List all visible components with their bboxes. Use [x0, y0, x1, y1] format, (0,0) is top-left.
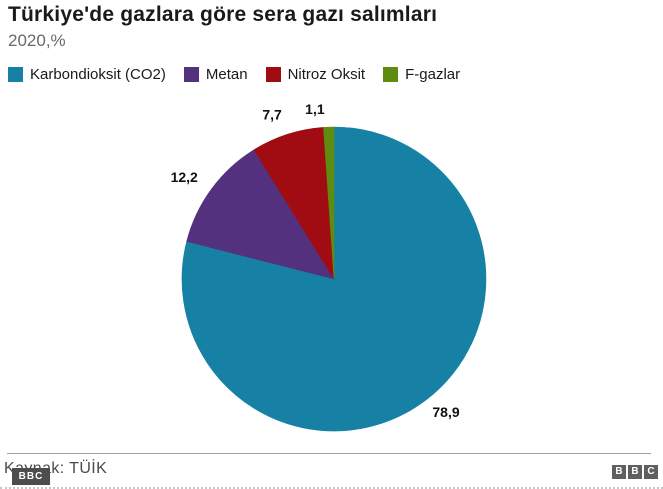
bbc-watermark: BBC: [12, 468, 50, 485]
slice-value-label-nitroz-oksit: 7,7: [262, 107, 282, 123]
bbc-logo-letter: B: [628, 465, 642, 479]
pie-slice-f-gazlar: [323, 126, 335, 280]
legend-item-nitroz-oksit: Nitroz Oksit: [265, 66, 366, 83]
legend: Karbondioksit (CO2) Metan Nitroz Oksit F-ga…: [8, 66, 478, 83]
slice-value-label-metan: 12,2: [171, 169, 198, 185]
bbc-logo-letter: C: [644, 465, 658, 479]
footer-divider: [7, 453, 651, 454]
legend-swatch: [8, 67, 23, 82]
chart-subtitle: 2020,%: [8, 31, 66, 50]
slice-value-label-karbondioksit-co2: 78,9: [432, 404, 459, 420]
legend-label: Metan: [205, 66, 248, 83]
legend-swatch: [265, 67, 281, 82]
legend-label: Karbondioksit (CO2): [30, 66, 166, 83]
legend-item-karbondioksit-co2: Karbondioksit (CO2): [8, 66, 166, 83]
legend-label: F-gazlar: [405, 66, 461, 83]
legend-swatch: [383, 67, 399, 82]
bottom-dotted-edge: [0, 487, 663, 489]
legend-swatch: [183, 67, 199, 82]
legend-item-f-gazlar: F-gazlar: [383, 66, 460, 83]
slice-value-label-f-gazlar: 1,1: [305, 101, 325, 117]
pie-slice-metan: [186, 149, 335, 280]
bbc-logo-letter: B: [612, 465, 626, 479]
chart-title: Türkiye'de gazlara göre sera gazı salıml…: [8, 3, 438, 26]
legend-label: Nitroz Oksit: [287, 66, 366, 83]
legend-item-metan: Metan: [183, 66, 248, 83]
